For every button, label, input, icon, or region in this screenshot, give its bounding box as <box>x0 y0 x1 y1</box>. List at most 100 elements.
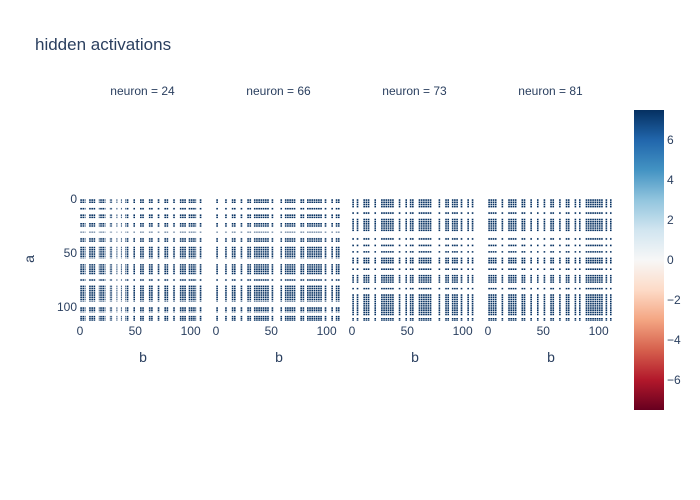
x-tick-label: 50 <box>537 324 551 338</box>
facet-label: neuron = 81 <box>518 84 583 98</box>
heatmap-cell <box>438 244 441 247</box>
heatmap-cell <box>471 237 474 241</box>
x-axis-title: b <box>275 349 283 365</box>
heatmap-cell <box>530 237 533 241</box>
heatmap-cell <box>306 246 323 259</box>
heatmap-cell <box>352 250 355 253</box>
heatmap-cell <box>120 278 123 282</box>
heatmap-cell <box>374 287 377 290</box>
heatmap-cell <box>530 257 533 264</box>
heatmap-cell <box>216 315 219 321</box>
heatmap-cell <box>352 268 355 271</box>
heatmap-cell <box>125 278 129 282</box>
heatmap-cell <box>438 211 441 215</box>
heatmap-cell <box>172 315 176 321</box>
heatmap-cell <box>199 207 202 210</box>
heatmap-cell <box>116 246 118 259</box>
heatmap-cell <box>284 231 296 233</box>
facet-label: neuron = 66 <box>246 84 311 98</box>
heatmap-cell <box>133 231 136 233</box>
heatmap-cell <box>88 285 96 302</box>
heatmap-cell <box>116 315 118 321</box>
heatmap-cell <box>116 231 118 233</box>
heatmap-cell <box>451 287 459 290</box>
colorbar-tick-label: −2 <box>667 293 681 307</box>
heatmap-cell <box>605 244 608 247</box>
heatmap-cell <box>306 263 323 275</box>
x-tick-label: 50 <box>129 324 143 338</box>
heatmap-cell <box>271 207 274 210</box>
heatmap-cell <box>536 257 539 264</box>
heatmap-cell <box>374 211 377 215</box>
heatmap-cell <box>398 317 401 321</box>
x-tick-label: 0 <box>349 324 356 338</box>
heatmap-cell <box>125 246 129 259</box>
heatmap-cell <box>216 285 219 302</box>
heatmap-cell <box>188 315 197 321</box>
heatmap-cell <box>578 268 581 271</box>
x-tick-label: 100 <box>589 324 609 338</box>
heatmap-cell <box>405 211 408 215</box>
heatmap-cell <box>188 263 197 275</box>
heatmap-cell <box>574 250 577 253</box>
heatmap-cell <box>356 237 359 241</box>
heatmap-cell <box>306 315 323 321</box>
heatmap-cell <box>331 231 334 233</box>
heatmap-cell <box>120 231 123 233</box>
heatmap-cell <box>363 244 370 247</box>
heatmap-cell <box>352 244 355 247</box>
heatmap-cell <box>460 250 463 253</box>
heatmap-cell <box>356 287 359 290</box>
heatmap-cell <box>284 306 296 313</box>
heatmap-cell <box>460 317 463 321</box>
heatmap-cell <box>578 211 581 215</box>
y-tick-label: 50 <box>64 246 78 260</box>
heatmap-cell <box>120 306 123 313</box>
heatmap-cell <box>543 257 546 264</box>
heatmap-cell <box>224 306 228 313</box>
heatmap-cell <box>609 317 612 321</box>
heatmap-cell <box>352 257 355 264</box>
heatmap-cell <box>157 231 160 233</box>
heatmap-cell <box>605 237 608 241</box>
heatmap-cell <box>80 246 86 259</box>
heatmap-cell <box>188 278 197 282</box>
x-tick-label: 100 <box>181 324 201 338</box>
x-tick-label: 0 <box>213 324 220 338</box>
heatmap-cell <box>179 278 187 282</box>
heatmap-cell <box>280 263 283 275</box>
heatmap-cell <box>574 268 577 271</box>
heatmap-cell <box>574 237 577 241</box>
heatmap-cell <box>116 285 118 302</box>
x-tick-label: 100 <box>453 324 473 338</box>
heatmap-cell <box>609 268 612 271</box>
heatmap-cell <box>306 278 323 282</box>
heatmap-cell <box>120 263 123 275</box>
heatmap-cell <box>578 287 581 290</box>
heatmap-cell <box>352 317 355 321</box>
heatmap-cell <box>253 207 270 210</box>
heatmap-cell <box>172 278 176 282</box>
heatmap-cell <box>271 306 274 313</box>
heatmap-cells <box>215 198 341 321</box>
x-tick-label: 50 <box>265 324 279 338</box>
heatmap-cell <box>530 250 533 253</box>
heatmap-cell <box>240 285 243 302</box>
heatmap-cell <box>271 315 274 321</box>
heatmap-cell <box>306 306 323 313</box>
heatmap-cell <box>460 257 463 264</box>
heatmap-cell <box>216 231 219 233</box>
heatmap-cell <box>88 315 96 321</box>
heatmap-cell <box>356 250 359 253</box>
facet-label: neuron = 24 <box>110 84 175 98</box>
heatmap-cell <box>120 285 123 302</box>
heatmap-cell <box>216 207 219 210</box>
x-tick-label: 0 <box>485 324 492 338</box>
heatmap-cell <box>224 263 228 275</box>
heatmap-cell <box>331 246 334 259</box>
heatmap-cell <box>467 211 470 215</box>
heatmap-cell <box>451 317 459 321</box>
heatmap-cell <box>574 257 577 264</box>
heatmap-cell <box>199 263 202 275</box>
heatmap-cell <box>172 306 176 313</box>
